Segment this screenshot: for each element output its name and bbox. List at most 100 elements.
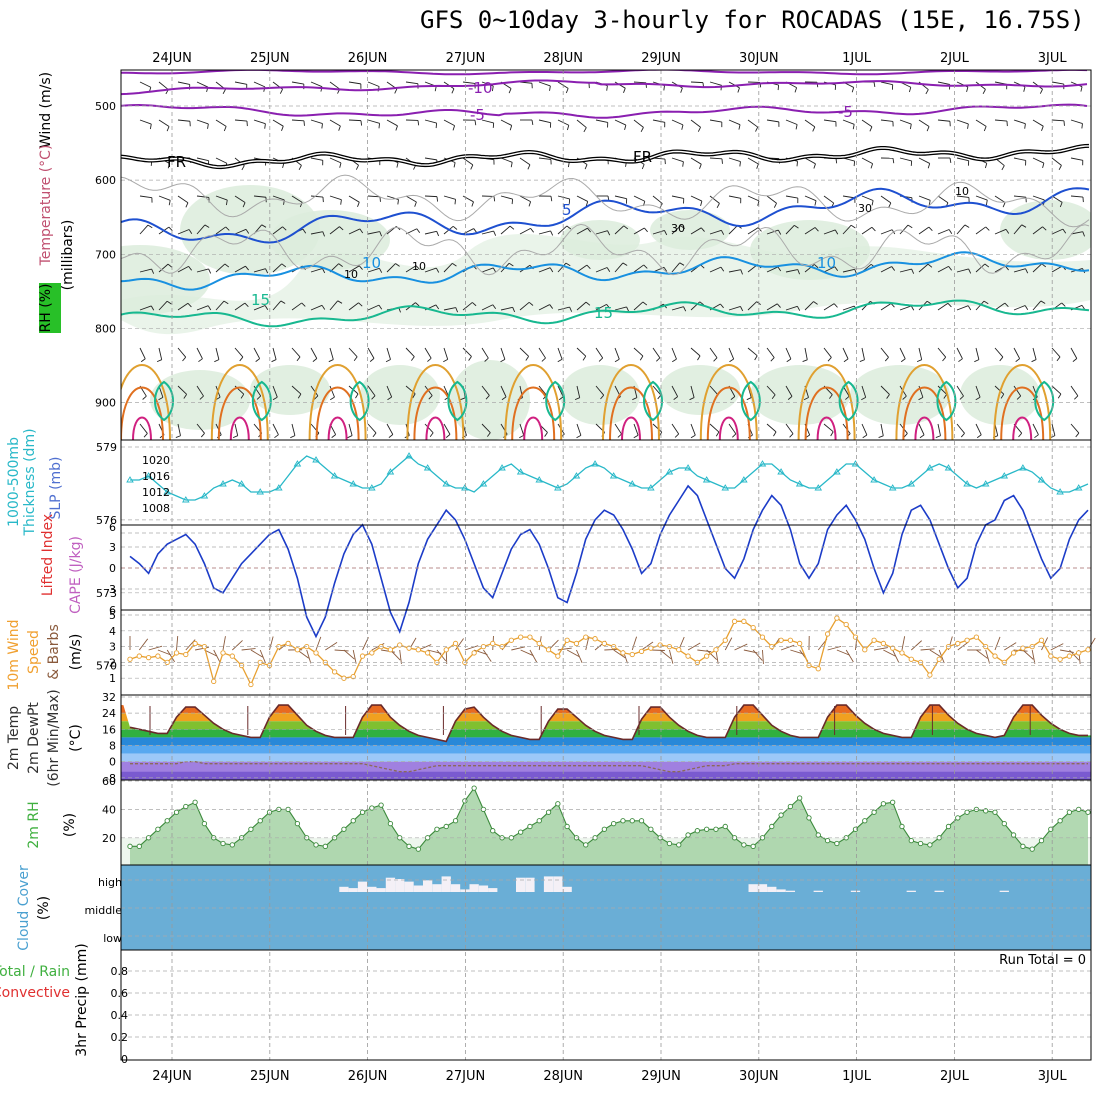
wind-barb-flag <box>740 269 743 275</box>
wind-barb-flag <box>873 81 876 88</box>
wind-barb <box>994 228 1007 235</box>
wind-barb <box>804 264 815 273</box>
wind-barb-flag <box>892 158 895 164</box>
wind-barb-flag <box>372 432 377 438</box>
contour-label: -5 <box>470 106 485 124</box>
wind-barb-flag <box>935 435 941 439</box>
wind-barb <box>291 302 302 311</box>
wind-barb-flag <box>862 434 868 439</box>
wind-barb <box>234 195 246 203</box>
bl-temperature-loop <box>327 416 348 440</box>
wind-barb <box>481 119 494 124</box>
rh2m-point <box>917 840 924 847</box>
slp-point <box>126 476 134 483</box>
rh2m-point <box>666 840 673 847</box>
wind-barb-flag <box>919 434 925 439</box>
wind10-barb <box>762 649 764 664</box>
wind-barb <box>443 423 451 435</box>
ticks-layer: 5006007008009005795765735701020101610121… <box>84 51 1086 1084</box>
label-temp2m-b: 2m DewPt <box>26 702 42 774</box>
wind-barb-flag <box>870 163 874 169</box>
wind-barb-flag <box>680 225 685 229</box>
wind-barb-flag <box>802 359 808 362</box>
wind-barb-flag <box>606 304 611 309</box>
wind-barb-flag <box>166 300 172 305</box>
wind-barb-flag <box>1000 393 1005 399</box>
wind-barb <box>234 423 239 436</box>
wind-barb-flag <box>1015 358 1020 363</box>
wind-barb <box>671 157 684 163</box>
wind-barb-flag <box>280 300 286 304</box>
slp-point <box>237 480 246 487</box>
wind-barb <box>652 195 663 204</box>
isotherm-minus10 <box>121 79 1088 96</box>
temp-mask <box>121 697 1091 742</box>
wind-barb-flag <box>1042 162 1045 169</box>
wind10-barb <box>232 640 243 651</box>
wind-barb-flag <box>614 358 620 363</box>
wind-barb-flag <box>416 228 421 234</box>
wind-barb <box>253 81 266 88</box>
wind10-barb <box>204 649 218 657</box>
wind-barb <box>671 306 684 311</box>
wind-barb-flag <box>371 395 376 400</box>
wind-barb-flag <box>167 163 171 169</box>
wind-barb-flag <box>347 435 353 439</box>
wind-barb <box>785 225 795 235</box>
contour-label: 10 <box>362 254 381 272</box>
wind-barb <box>329 157 342 164</box>
rh2m-point <box>183 803 189 810</box>
wind-barb-flag <box>271 359 277 363</box>
wind-barb <box>234 119 247 122</box>
wind-barb-flag <box>985 200 988 206</box>
wind-barb <box>899 347 906 359</box>
slp-point <box>609 472 618 479</box>
rh2m-point <box>248 826 254 832</box>
wind-barb-flag <box>256 395 262 400</box>
rh2m-point <box>443 823 449 830</box>
wind-barb <box>576 423 582 436</box>
wind-barb <box>766 385 776 396</box>
wind-barb-flag <box>598 357 604 362</box>
wind-barb-flag <box>265 268 269 274</box>
date-label-top: 27JUN <box>446 51 486 66</box>
wind-barb <box>177 302 189 311</box>
wind10-point <box>824 631 831 637</box>
bl-temperature-loop <box>406 364 465 440</box>
wind-barb <box>158 195 171 201</box>
wind10-barb <box>836 649 851 656</box>
wind-barb-flag <box>314 395 319 400</box>
wind-barb <box>139 347 146 359</box>
label-rh: RH (%) <box>38 284 54 333</box>
wind-barb <box>310 81 323 88</box>
slp-point <box>907 480 916 487</box>
wind-barb <box>139 224 149 235</box>
wind-barb <box>747 227 759 235</box>
wind-barb <box>652 230 665 235</box>
wind-barb <box>291 195 303 203</box>
pressure-tick: 900 <box>95 397 116 410</box>
rh2m-point <box>229 842 235 848</box>
wind-barb <box>215 226 226 235</box>
wind-barb-flag <box>379 196 381 202</box>
bl-temperature-loop <box>797 364 856 440</box>
wind-barb-flag <box>245 265 249 271</box>
wind-barb-flag <box>884 357 889 362</box>
wind-barb-flag <box>713 357 718 362</box>
wind-barb-flag <box>900 358 906 363</box>
wind-barb <box>158 385 164 398</box>
rh2m-point <box>1020 843 1026 849</box>
rh-shade-region <box>750 365 850 425</box>
wind-barb <box>671 119 684 126</box>
wind-barb-flag <box>682 161 684 167</box>
wind-barb-flag <box>188 229 193 234</box>
wind-barb <box>557 306 570 311</box>
wind-barb <box>158 263 169 273</box>
wind-barb-flag <box>222 89 226 95</box>
wind-barb <box>975 226 986 235</box>
rh2m-tick: 40 <box>102 803 116 816</box>
slp-point <box>330 472 339 479</box>
wind-barb-flag <box>1041 126 1044 132</box>
wind-barb <box>766 119 779 123</box>
wind-barb <box>766 347 775 358</box>
